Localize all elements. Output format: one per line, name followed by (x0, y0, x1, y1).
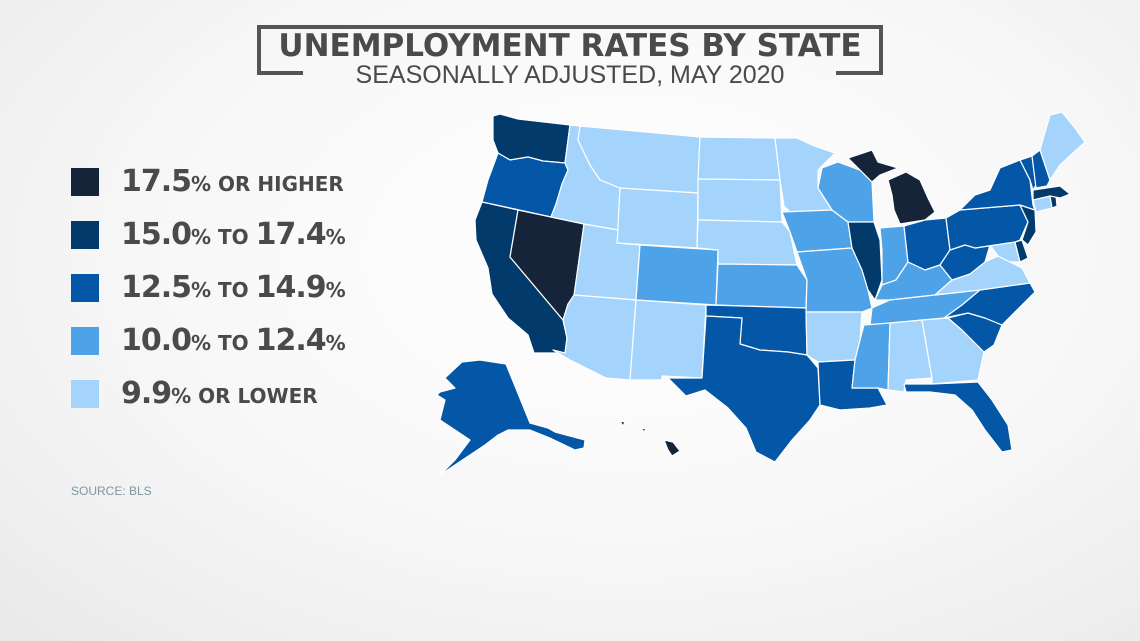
state-vt (1019, 155, 1037, 191)
state-co (635, 244, 719, 306)
state-ma (1032, 185, 1071, 201)
state-hi (619, 420, 681, 457)
title-frame (257, 25, 883, 75)
legend-value: 12.5 (121, 270, 192, 305)
state-sd (697, 178, 783, 223)
legend-item: 12.5% TO 14.9% (71, 261, 346, 314)
state-tx (667, 315, 821, 463)
legend-swatch-c4 (71, 326, 99, 355)
legend-swatch-c1 (71, 167, 99, 196)
title-frame-right-foot (836, 71, 883, 75)
legend-label: % (325, 331, 346, 355)
state-nm (629, 299, 707, 381)
legend-label: % TO (191, 225, 256, 249)
state-ks (715, 263, 808, 309)
legend: 17.5% OR HIGHER 15.0% TO 17.4% 12.5% TO … (71, 155, 346, 420)
chart-subtitle: SEASONALLY ADJUSTED, MAY 2020 (355, 61, 785, 89)
state-ar (805, 311, 863, 363)
title-frame-left-foot (257, 71, 303, 75)
state-wy (616, 187, 699, 249)
legend-label: % OR LOWER (171, 384, 318, 408)
legend-label: % TO (191, 331, 256, 355)
source-note: SOURCE: BLS (71, 484, 152, 498)
legend-label: % TO (191, 278, 256, 302)
legend-value: 17.4 (255, 217, 327, 252)
legend-item: 15.0% TO 17.4% (71, 208, 346, 261)
legend-value: 9.9 (121, 376, 172, 411)
state-wa (492, 113, 571, 164)
legend-value: 12.4 (255, 323, 327, 358)
legend-swatch-c2 (71, 220, 99, 249)
legend-item: 17.5% OR HIGHER (71, 155, 346, 208)
state-nh (1031, 149, 1051, 189)
legend-item: 9.9% OR LOWER (71, 367, 346, 420)
legend-label: % (325, 278, 346, 302)
state-ak (436, 359, 586, 476)
legend-label: % OR HIGHER (191, 172, 344, 196)
legend-value: 14.9 (255, 270, 327, 305)
state-me (1039, 111, 1086, 181)
legend-swatch-c5 (71, 379, 99, 408)
legend-value: 15.0 (121, 217, 192, 252)
chart-title: UNEMPLOYMENT RATES BY STATE (278, 28, 862, 64)
legend-swatch-c3 (71, 273, 99, 302)
legend-value: 10.0 (121, 323, 192, 358)
legend-value: 17.5 (121, 164, 192, 199)
state-nd (697, 136, 781, 181)
state-mi (847, 149, 936, 225)
legend-item: 10.0% TO 12.4% (71, 314, 346, 367)
state-fl (903, 381, 1013, 453)
state-nc (943, 282, 1036, 326)
legend-label: % (325, 225, 346, 249)
